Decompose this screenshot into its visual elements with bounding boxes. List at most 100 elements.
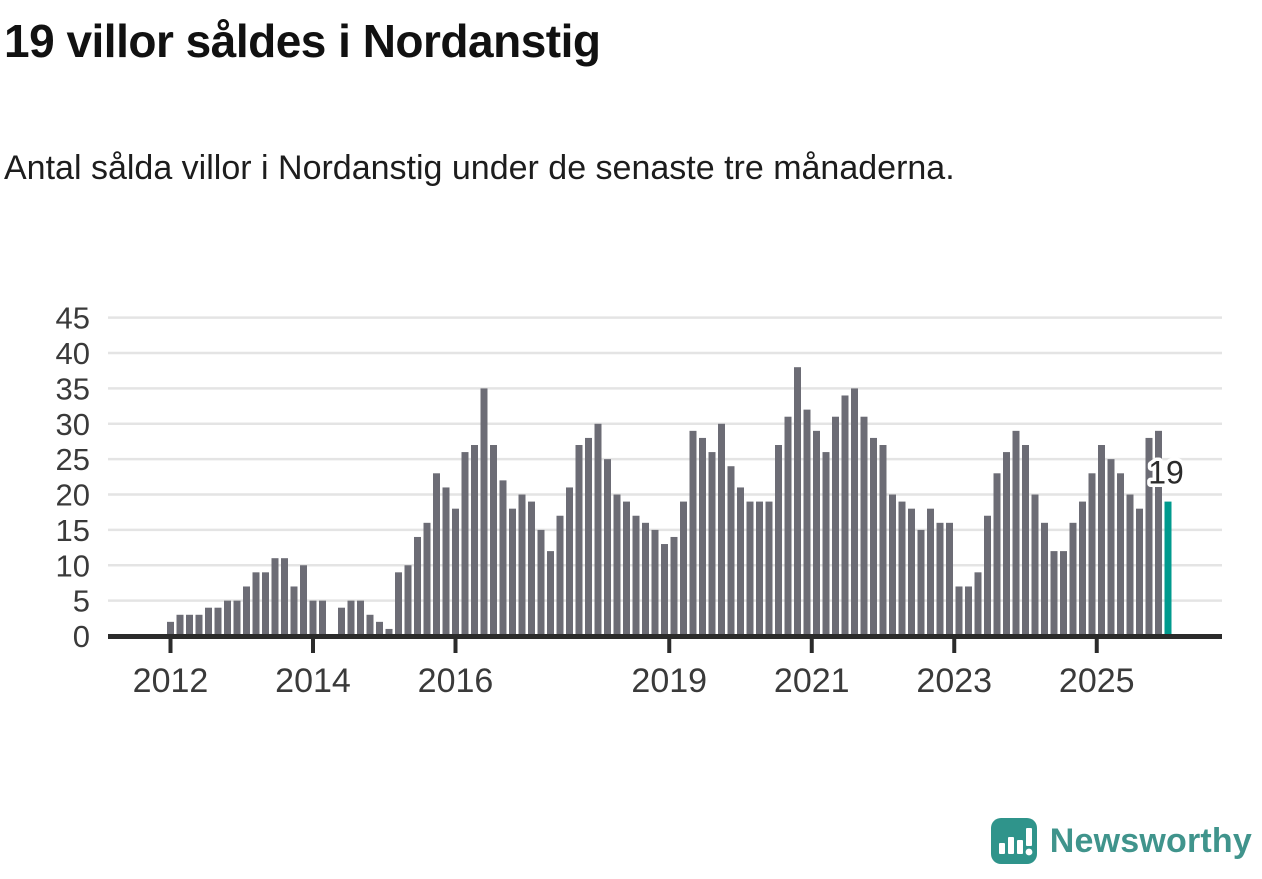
bar	[224, 600, 231, 636]
bar	[167, 621, 174, 636]
bar	[984, 515, 991, 636]
bar	[414, 536, 421, 636]
bar	[537, 529, 545, 636]
bar	[1012, 430, 1020, 636]
bar	[974, 572, 982, 636]
highlight-bar	[1164, 501, 1172, 636]
bar	[385, 628, 393, 636]
y-axis-tick-label: 20	[56, 478, 90, 513]
bar	[319, 600, 326, 636]
bar	[471, 445, 478, 636]
bar	[404, 565, 412, 636]
bar	[955, 586, 963, 636]
bar	[908, 508, 915, 636]
bar	[613, 494, 621, 636]
bar	[347, 600, 355, 636]
bar	[575, 445, 583, 636]
bar	[262, 572, 269, 636]
bar	[271, 558, 279, 636]
bar	[946, 522, 953, 636]
bar	[1003, 452, 1010, 636]
bar	[300, 565, 307, 636]
newsworthy-logo-icon	[990, 818, 1037, 864]
bar	[1145, 437, 1153, 636]
y-axis-tick-label: 0	[73, 619, 90, 654]
bar	[490, 445, 497, 636]
bar	[214, 607, 222, 636]
bar	[566, 487, 573, 636]
x-axis-tick-label: 2016	[418, 662, 494, 700]
bar	[718, 423, 725, 636]
branding-footer: Newsworthy	[990, 815, 1252, 867]
bar	[727, 466, 735, 636]
bar	[366, 614, 374, 636]
y-axis-tick-label: 15	[56, 513, 90, 548]
bar	[1069, 522, 1077, 636]
bar	[813, 430, 820, 636]
bar	[670, 536, 678, 636]
bar	[243, 586, 250, 636]
x-axis-tick-label: 2019	[631, 662, 707, 700]
bar	[651, 529, 659, 636]
x-axis-tick	[1094, 639, 1099, 653]
bar	[499, 480, 507, 636]
x-axis-tick	[453, 639, 458, 653]
bar	[737, 487, 744, 636]
bar	[547, 551, 554, 636]
y-axis-tick-label: 40	[56, 336, 90, 371]
bar	[765, 501, 773, 636]
bar	[870, 437, 877, 636]
x-axis-tick	[311, 639, 315, 653]
x-axis-tick-label: 2023	[916, 662, 992, 700]
bar	[205, 607, 212, 636]
bar	[794, 367, 801, 636]
bar	[1107, 459, 1115, 636]
bar	[309, 600, 317, 636]
bar	[1126, 494, 1134, 636]
bar	[708, 452, 716, 636]
y-axis-tick-label: 5	[73, 584, 90, 619]
y-axis-tick-label: 10	[56, 548, 90, 583]
x-axis-tick	[168, 639, 173, 653]
bar	[993, 473, 1001, 636]
bar	[775, 445, 782, 636]
bar	[604, 459, 611, 636]
y-axis-tick-label: 35	[56, 371, 90, 406]
bar	[661, 544, 668, 636]
newsworthy-wordmark: Newsworthy	[1049, 821, 1252, 860]
bar	[851, 388, 858, 636]
bar	[927, 508, 934, 636]
bar	[879, 445, 887, 636]
bar	[1098, 445, 1105, 636]
bar	[528, 501, 535, 636]
x-axis-line	[108, 634, 1222, 639]
bar	[841, 395, 849, 636]
bar	[1022, 445, 1029, 636]
chart-area: 0 5 10 15 20 25 30 35 40 45 2012 2014 2016 2019 2021 20…	[0, 290, 1262, 720]
bar	[176, 614, 184, 636]
bar	[395, 572, 402, 636]
bar	[699, 437, 706, 636]
x-axis-tick	[809, 639, 814, 653]
bar	[1079, 501, 1086, 636]
bar	[756, 501, 763, 636]
y-axis-tick-label: 25	[56, 442, 90, 477]
bar	[442, 487, 450, 636]
bar	[746, 501, 754, 636]
bar	[680, 501, 687, 636]
bar	[433, 473, 440, 636]
bar	[1155, 430, 1162, 636]
bar	[860, 416, 868, 636]
bar	[832, 416, 839, 636]
bar	[1031, 494, 1039, 636]
chart-subtitle: Antal sålda villor i Nordanstig under de…	[4, 149, 955, 187]
bar	[357, 600, 364, 636]
bar	[642, 522, 649, 636]
y-axis-tick-label: 45	[56, 301, 90, 336]
bar	[965, 586, 972, 636]
bar	[1088, 473, 1096, 636]
x-axis-tick-label: 2014	[275, 662, 351, 700]
bar	[281, 558, 288, 636]
bar	[376, 621, 383, 636]
